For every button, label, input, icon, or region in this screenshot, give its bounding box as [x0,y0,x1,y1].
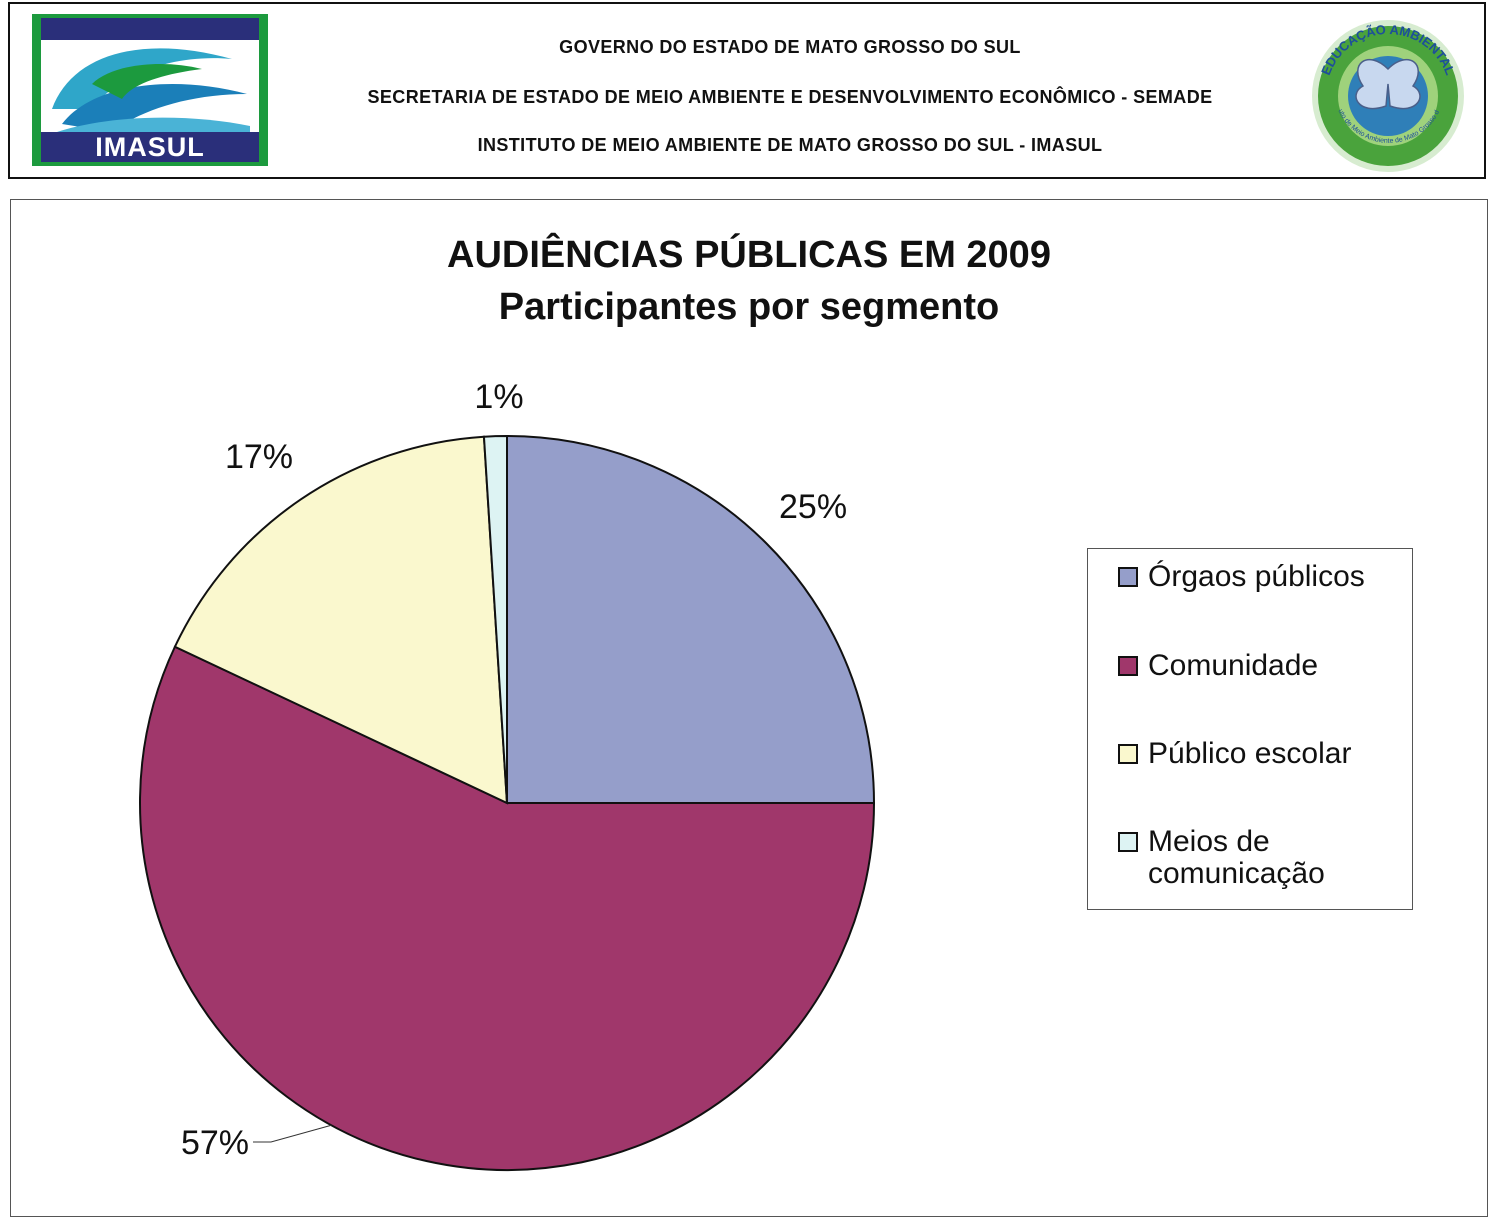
header-text-block: GOVERNO DO ESTADO DE MATO GROSSO DO SUL … [280,4,1300,181]
chart-legend: Órgaos públicos Comunidade Público escolar… [1087,548,1413,910]
chart-title: AUDIÊNCIAS PÚBLICAS EM 2009 [447,234,1051,276]
chart-frame: AUDIÊNCIAS PÚBLICAS EM 2009 Participante… [10,199,1488,1217]
pie-slice-publico-escolar [173,435,509,805]
header-banner: IMASUL GOVERNO DO ESTADO DE MATO GROSSO … [8,2,1486,179]
data-label-publico-escolar: 17% [225,438,293,476]
data-label-orgaos-publicos: 25% [779,488,847,526]
legend-item-publico-escolar: Público escolar [1118,738,1398,770]
header-line-institute: INSTITUTO DE MEIO AMBIENTE DE MATO GROSS… [477,135,1103,155]
pie-slice-meios-de-comunicacao [482,434,508,804]
legend-swatch [1118,656,1138,676]
legend-label: Meios de comunicação [1148,825,1325,890]
pie-slice-orgaos-publicos [506,434,876,804]
chart-subtitle: Participantes por segmento [498,286,1000,328]
educacao-ambiental-seal: EDUCAÇÃO AMBIENTAL Instituto de Meio Amb… [1308,14,1464,172]
legend-item-orgaos-publicos: Órgaos públicos [1118,561,1398,593]
data-label-comunidade: 57% [181,1124,249,1162]
legend-label: Público escolar [1148,737,1352,770]
legend-label: Comunidade [1148,649,1319,682]
legend-swatch [1118,832,1138,852]
legend-label: Órgaos públicos [1148,560,1365,593]
legend-item-comunidade: Comunidade [1118,650,1398,682]
pie-slice-comunidade [139,645,876,1171]
legend-swatch [1118,744,1138,764]
data-label-leader-line [253,1124,332,1143]
legend-item-meios-de-comunicacao: Meios de comunicação [1118,826,1398,890]
legend-swatch [1118,567,1138,587]
pie-chart: 25% 57% 17% 1% [139,378,876,1171]
imasul-logo-text: IMASUL [95,132,205,162]
butterfly-icon [1355,58,1421,110]
data-label-meios-de-comunicacao: 1% [474,378,523,416]
header-line-secretariat: SECRETARIA DE ESTADO DE MEIO AMBIENTE E … [367,87,1213,107]
header-line-government: GOVERNO DO ESTADO DE MATO GROSSO DO SUL [559,37,1021,57]
imasul-logo: IMASUL [32,14,268,166]
